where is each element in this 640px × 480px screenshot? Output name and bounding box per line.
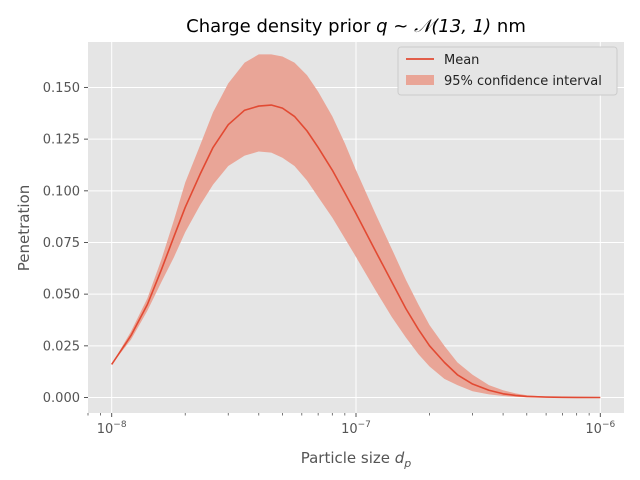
x-tick-exponent: −8 bbox=[113, 420, 127, 430]
y-axis-title: Penetration bbox=[15, 185, 33, 271]
y-tick-label: 0.000 bbox=[43, 391, 80, 406]
x-axis-title: Particle size dp bbox=[301, 449, 412, 470]
mean-line bbox=[111, 104, 601, 399]
legend-box bbox=[397, 46, 618, 96]
x-tick-mantissa: 10 bbox=[341, 422, 358, 437]
x-tick-exponent: −7 bbox=[358, 420, 371, 430]
confidence-band bbox=[111, 54, 601, 398]
x-tick-mantissa: 10 bbox=[585, 422, 602, 437]
chart-title-prefix: Charge density prior bbox=[186, 16, 376, 37]
legend: Mean 95% confidence interval bbox=[397, 46, 618, 96]
x-tick-label: 10−8 bbox=[97, 420, 127, 437]
y-tick-label: 0.050 bbox=[43, 288, 80, 303]
mean-line-layer bbox=[111, 104, 601, 399]
grid bbox=[84, 42, 624, 417]
minor-ticks bbox=[87, 413, 590, 416]
x-tick-mantissa: 10 bbox=[97, 422, 114, 437]
y-tick-label: 0.025 bbox=[43, 339, 80, 354]
chart-title: Charge density prior q ~ 𝒩(13, 1) nm bbox=[186, 16, 526, 37]
chart-title-math: q ~ 𝒩(13, 1) bbox=[376, 16, 491, 37]
legend-mean-label: Mean bbox=[444, 53, 479, 68]
x-axis-title-sub: p bbox=[403, 457, 411, 470]
legend-band-label: 95% confidence interval bbox=[444, 74, 602, 89]
y-tick-label: 0.125 bbox=[43, 133, 80, 148]
y-tick-label: 0.075 bbox=[43, 236, 80, 251]
y-tick-label: 0.100 bbox=[43, 184, 80, 199]
confidence-band-layer bbox=[111, 54, 601, 398]
x-tick-labels: 10−8 10−7 10−6 bbox=[97, 420, 616, 437]
y-tick-labels: 0.000 0.025 0.050 0.075 0.100 0.125 0.150 bbox=[43, 81, 80, 406]
chart-title-suffix: nm bbox=[491, 16, 526, 37]
y-tick-label: 0.150 bbox=[43, 81, 80, 96]
x-tick-exponent: −6 bbox=[602, 420, 616, 430]
x-tick-label: 10−7 bbox=[341, 420, 371, 437]
x-axis-title-var: d bbox=[395, 449, 405, 467]
x-tick-label: 10−6 bbox=[585, 420, 615, 437]
x-axis-title-text: Particle size bbox=[301, 449, 395, 467]
legend-band-swatch bbox=[406, 75, 434, 85]
